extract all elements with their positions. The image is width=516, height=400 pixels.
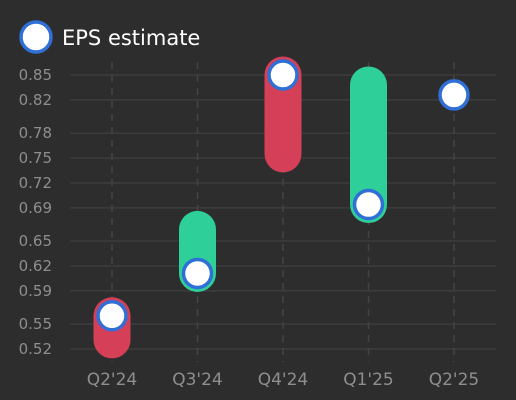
x-tick-label: Q2'25 [429, 370, 480, 390]
eps-estimate-point [96, 300, 128, 332]
x-tick-label: Q4'24 [258, 370, 309, 390]
x-tick-label: Q1'25 [343, 370, 394, 390]
y-tick-label: 0.65 [19, 232, 52, 250]
x-axis-ticks: Q2'24 Q3'24 Q4'24 Q1'25 Q2'25 [87, 370, 480, 390]
y-tick-label: 0.62 [19, 257, 52, 275]
y-tick-label: 0.59 [19, 282, 52, 300]
y-tick-label: 0.69 [19, 199, 52, 217]
y-tick-label: 0.55 [19, 315, 52, 333]
estimate-markers [96, 59, 470, 332]
range-bar-beat [350, 66, 387, 224]
legend-label: EPS estimate [62, 26, 200, 50]
y-tick-label: 0.82 [19, 91, 52, 109]
legend-marker-icon [19, 20, 53, 54]
eps-estimate-point [181, 257, 214, 290]
eps-estimate-point [267, 59, 299, 91]
y-tick-label: 0.72 [19, 174, 52, 192]
legend: EPS estimate [19, 20, 200, 54]
y-axis-ticks: 0.52 0.55 0.59 0.62 0.65 0.69 0.72 0.75 0.78 0.82… [19, 66, 52, 358]
x-tick-label: Q2'24 [87, 370, 138, 390]
y-tick-label: 0.78 [19, 124, 52, 142]
y-tick-label: 0.52 [19, 340, 52, 358]
eps-estimate-point [352, 188, 385, 221]
eps-estimate-point [438, 79, 470, 111]
y-tick-label: 0.75 [19, 149, 52, 167]
x-tick-label: Q3'24 [172, 370, 223, 390]
y-tick-label: 0.85 [19, 66, 52, 84]
